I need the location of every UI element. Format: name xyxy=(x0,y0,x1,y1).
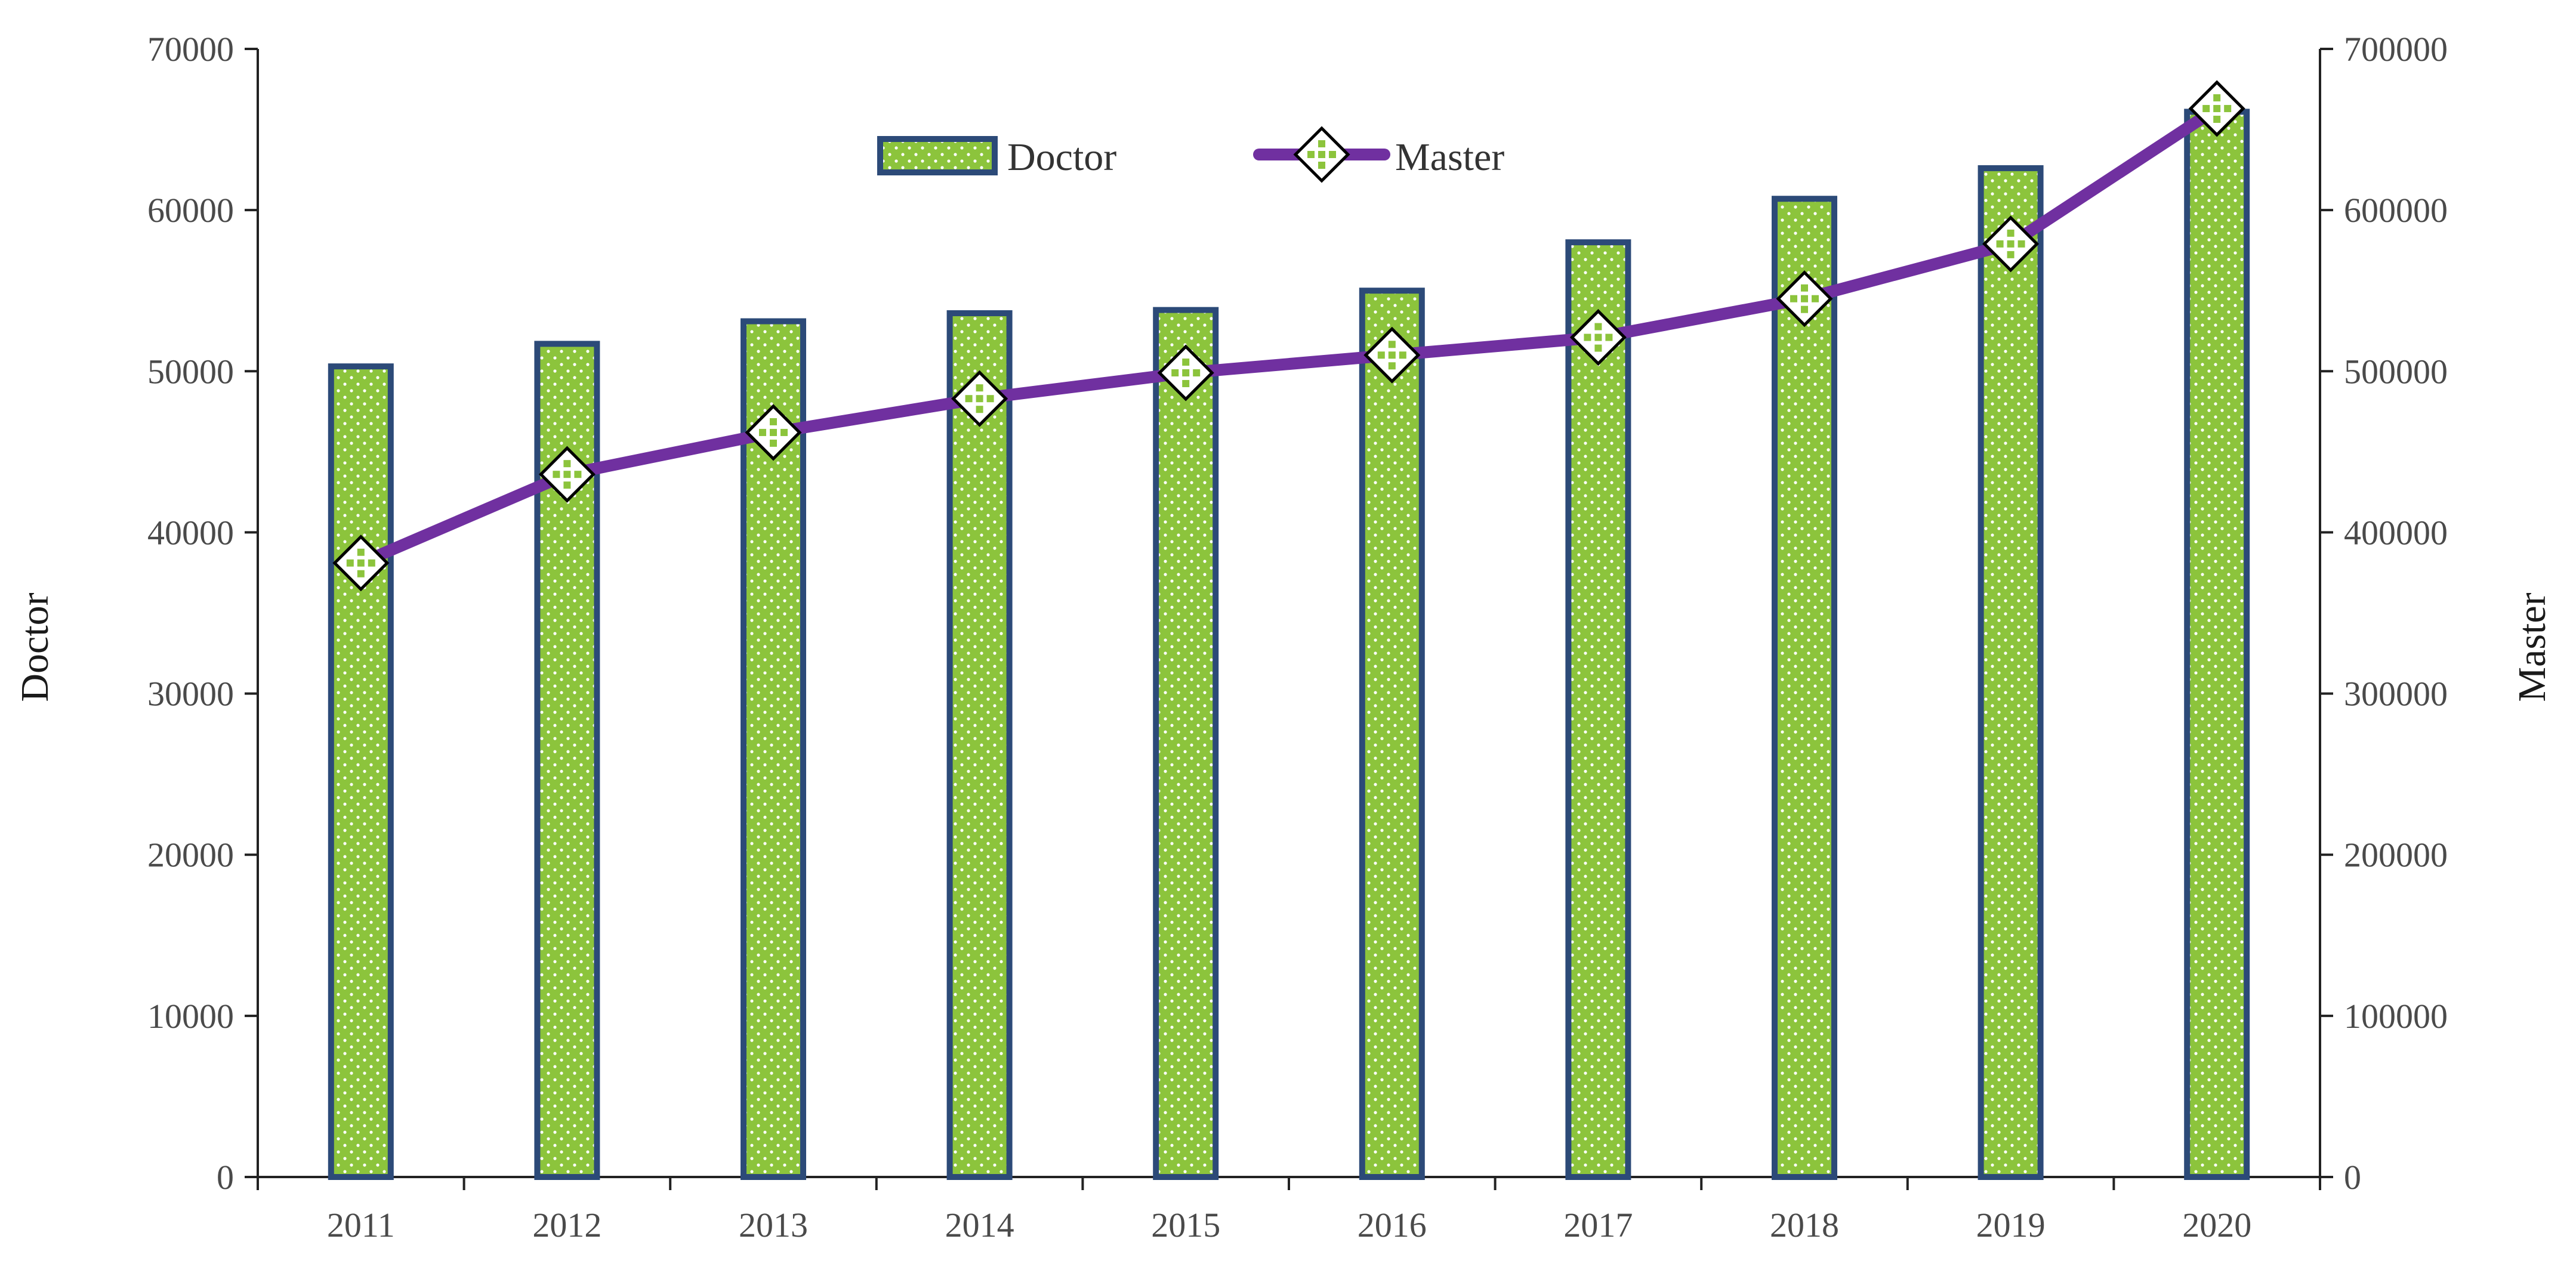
y-tick-label-left: 0 xyxy=(217,1158,234,1197)
y-tick-label-right: 600000 xyxy=(2344,191,2448,230)
y-tick-label-left: 60000 xyxy=(147,191,234,230)
legend-label-master: Master xyxy=(1395,135,1504,179)
x-tick-label: 2018 xyxy=(1770,1206,1839,1244)
point-master xyxy=(1982,215,2040,273)
y-axis-title-right: Master xyxy=(2510,592,2554,702)
legend-marker-diamond xyxy=(1293,126,1350,183)
bar-doctor xyxy=(1772,196,1837,1180)
x-tick-label: 2019 xyxy=(1976,1206,2046,1244)
point-master xyxy=(2188,80,2245,137)
doctor-bars xyxy=(328,109,2250,1181)
bar-doctor xyxy=(946,310,1013,1180)
point-master xyxy=(538,446,596,503)
bar-doctor xyxy=(741,318,806,1181)
legend-label-doctor: Doctor xyxy=(1007,135,1116,179)
point-master xyxy=(1363,326,1421,384)
bar-doctor xyxy=(1359,288,1425,1181)
line-master xyxy=(354,102,2223,569)
bar-doctor xyxy=(2184,109,2250,1180)
y-axis-title-left: Doctor xyxy=(13,592,57,702)
y-tick-label-right: 100000 xyxy=(2344,997,2448,1036)
x-tick-label: 2016 xyxy=(1358,1206,1427,1244)
y-tick-label-right: 300000 xyxy=(2344,675,2448,713)
y-tick-label-right: 400000 xyxy=(2344,513,2448,552)
x-tick-label: 2012 xyxy=(532,1206,601,1244)
point-master xyxy=(951,370,1008,427)
master-line xyxy=(332,80,2245,592)
y-tick-label-left: 70000 xyxy=(147,30,234,69)
point-master xyxy=(1569,309,1627,366)
y-tick-label-left: 10000 xyxy=(147,997,234,1036)
bar-doctor xyxy=(328,363,394,1181)
y-tick-label-left: 20000 xyxy=(147,836,234,875)
point-master xyxy=(1776,270,1833,328)
y-tick-label-left: 40000 xyxy=(147,513,234,552)
y-tick-label-left: 30000 xyxy=(147,675,234,713)
x-tick-label: 2013 xyxy=(739,1206,808,1244)
y-tick-label-right: 0 xyxy=(2344,1158,2361,1197)
x-tick-label: 2014 xyxy=(945,1206,1014,1244)
legend: Doctor Master xyxy=(877,126,1504,183)
bar-doctor xyxy=(1153,307,1219,1180)
tick-labels: 0100002000030000400005000060000700000100… xyxy=(147,30,2448,1244)
axes xyxy=(245,48,2333,1190)
bar-doctor xyxy=(1977,165,2044,1180)
bar-doctor xyxy=(1565,239,1631,1181)
x-tick-label: 2020 xyxy=(2182,1206,2251,1244)
x-tick-label: 2017 xyxy=(1563,1206,1633,1244)
y-tick-label-right: 500000 xyxy=(2344,352,2448,391)
y-tick-label-right: 200000 xyxy=(2344,836,2448,875)
x-tick-label: 2015 xyxy=(1151,1206,1220,1244)
x-tick-label: 2011 xyxy=(327,1206,395,1244)
legend-swatch-doctor xyxy=(877,136,998,175)
y-tick-label-right: 700000 xyxy=(2344,30,2448,69)
point-master xyxy=(745,404,802,461)
legend-marker-master xyxy=(1293,126,1350,183)
y-tick-label-left: 50000 xyxy=(147,352,234,391)
point-master xyxy=(332,535,390,592)
point-master xyxy=(1157,344,1214,401)
